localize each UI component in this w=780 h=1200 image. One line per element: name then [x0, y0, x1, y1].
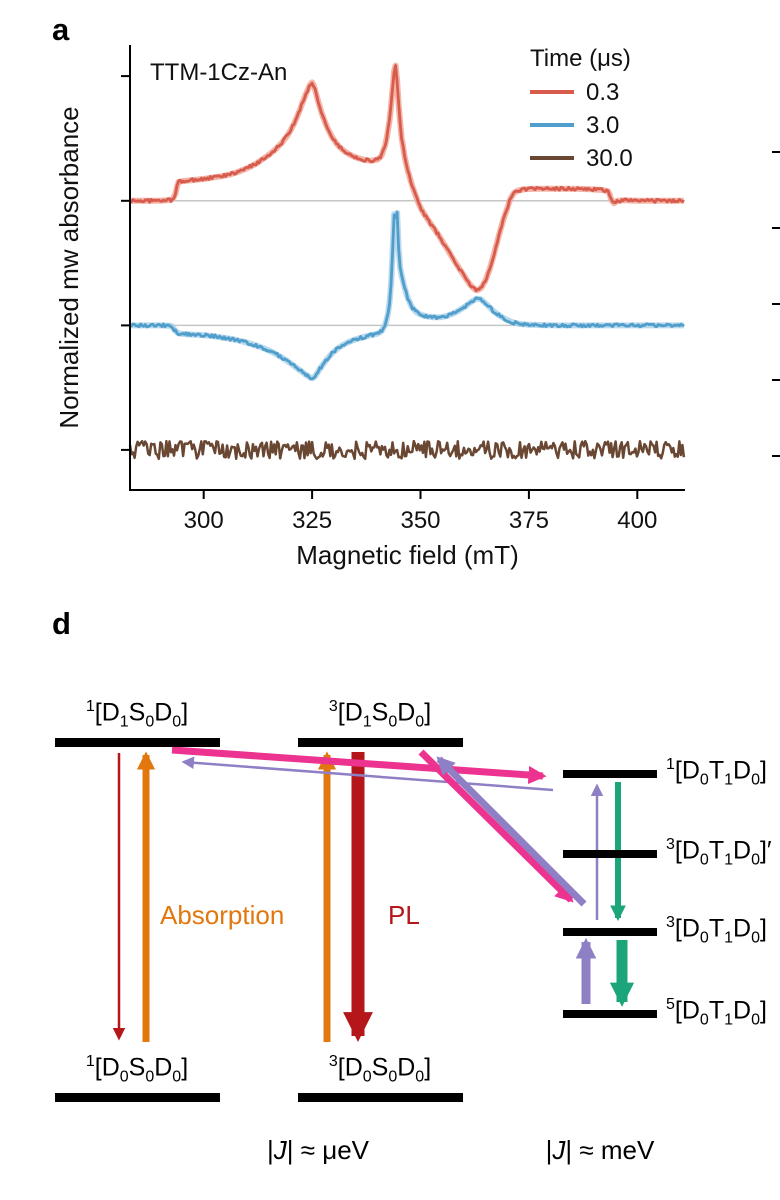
x-tick-label: 375 — [509, 507, 549, 534]
pl-label: PL — [388, 900, 420, 930]
panel-d-energy-diagram: d 1[D1S0D0] 3[D1S0D0] 1[D0T1D0] 3[D0T1D0]′ 3… — [0, 590, 780, 1200]
x-tick-label: 300 — [184, 507, 224, 534]
energy-levels: 1[D1S0D0] 3[D1S0D0] 1[D0T1D0] 3[D0T1D0]′ 3[D… — [0, 590, 780, 1200]
energy-level-bar-quintet-triplet-pair — [563, 1010, 657, 1018]
panel-a-epr-chart: a 300 325 350 375 400 Magnetic field (mT) Norm… — [0, 0, 780, 590]
panel-d-label: d — [52, 606, 71, 641]
exchange-coupling-right-label: |J| ≈ meV — [545, 1135, 655, 1165]
x-axis-label: Magnetic field (mT) — [296, 540, 519, 570]
axes — [129, 45, 685, 491]
energy-level-bar-triplet-exciton-excited — [298, 738, 463, 747]
legend-label: 30.0 — [586, 145, 633, 172]
triplet-back-transfer-arrow — [436, 756, 587, 907]
level-label-singlet-triplet-pair: 1[D0T1D0] — [666, 756, 767, 789]
legend-title: Time (μs) — [530, 45, 631, 72]
legend-label: 0.3 — [586, 79, 619, 106]
level-label-triplet-triplet-pair: 3[D0T1D0] — [666, 914, 767, 947]
singlet-transfer-arrow — [171, 746, 547, 785]
singlet-back-transfer-arrow — [181, 756, 554, 792]
x-tick-label: 325 — [292, 507, 332, 534]
x-tick-label: 350 — [400, 507, 440, 534]
energy-level-bar-triplet-ground — [298, 1093, 463, 1102]
legend-label: 3.0 — [586, 112, 619, 139]
level-label-singlet-ground: 1[D0S0D0] — [85, 1053, 189, 1086]
level-label-triplet-ground: 3[D0S0D0] — [328, 1053, 432, 1086]
level-label-triplet-exciton-excited: 3[D1S0D0] — [328, 698, 432, 731]
panel-a-label: a — [52, 12, 70, 47]
energy-level-bar-singlet-triplet-pair — [563, 770, 657, 778]
x-tick-label: 400 — [617, 507, 657, 534]
transition-arrows-layer — [112, 746, 635, 1042]
series-3.0 — [129, 210, 685, 381]
energy-level-bar-singlet-ground — [55, 1093, 220, 1102]
triplet-transfer-arrow — [418, 749, 574, 903]
energy-level-bar-triplet-triplet-pair-prime — [563, 850, 657, 858]
energy-level-bar-triplet-triplet-pair — [563, 928, 657, 936]
series-30.0 — [128, 439, 686, 461]
epr-spectra-chart: 300 325 350 375 400 Magnetic field (mT) Normal… — [54, 45, 780, 570]
series-0.3 — [129, 64, 685, 293]
level-label-quintet-triplet-pair: 5[D0T1D0] — [666, 996, 767, 1029]
absorption-label: Absorption — [160, 900, 285, 930]
level-label-singlet-exciton-excited: 1[D1S0D0] — [85, 698, 189, 731]
energy-level-bar-singlet-exciton-excited — [55, 738, 220, 747]
chart-annotation: TTM-1Cz-An — [150, 59, 287, 86]
y-axis-label: Normalized mw absorbance — [54, 106, 84, 428]
exchange-coupling-left-label: |J| ≈ μeV — [266, 1135, 370, 1165]
level-label-triplet-triplet-pair-prime: 3[D0T1D0]′ — [666, 836, 772, 869]
